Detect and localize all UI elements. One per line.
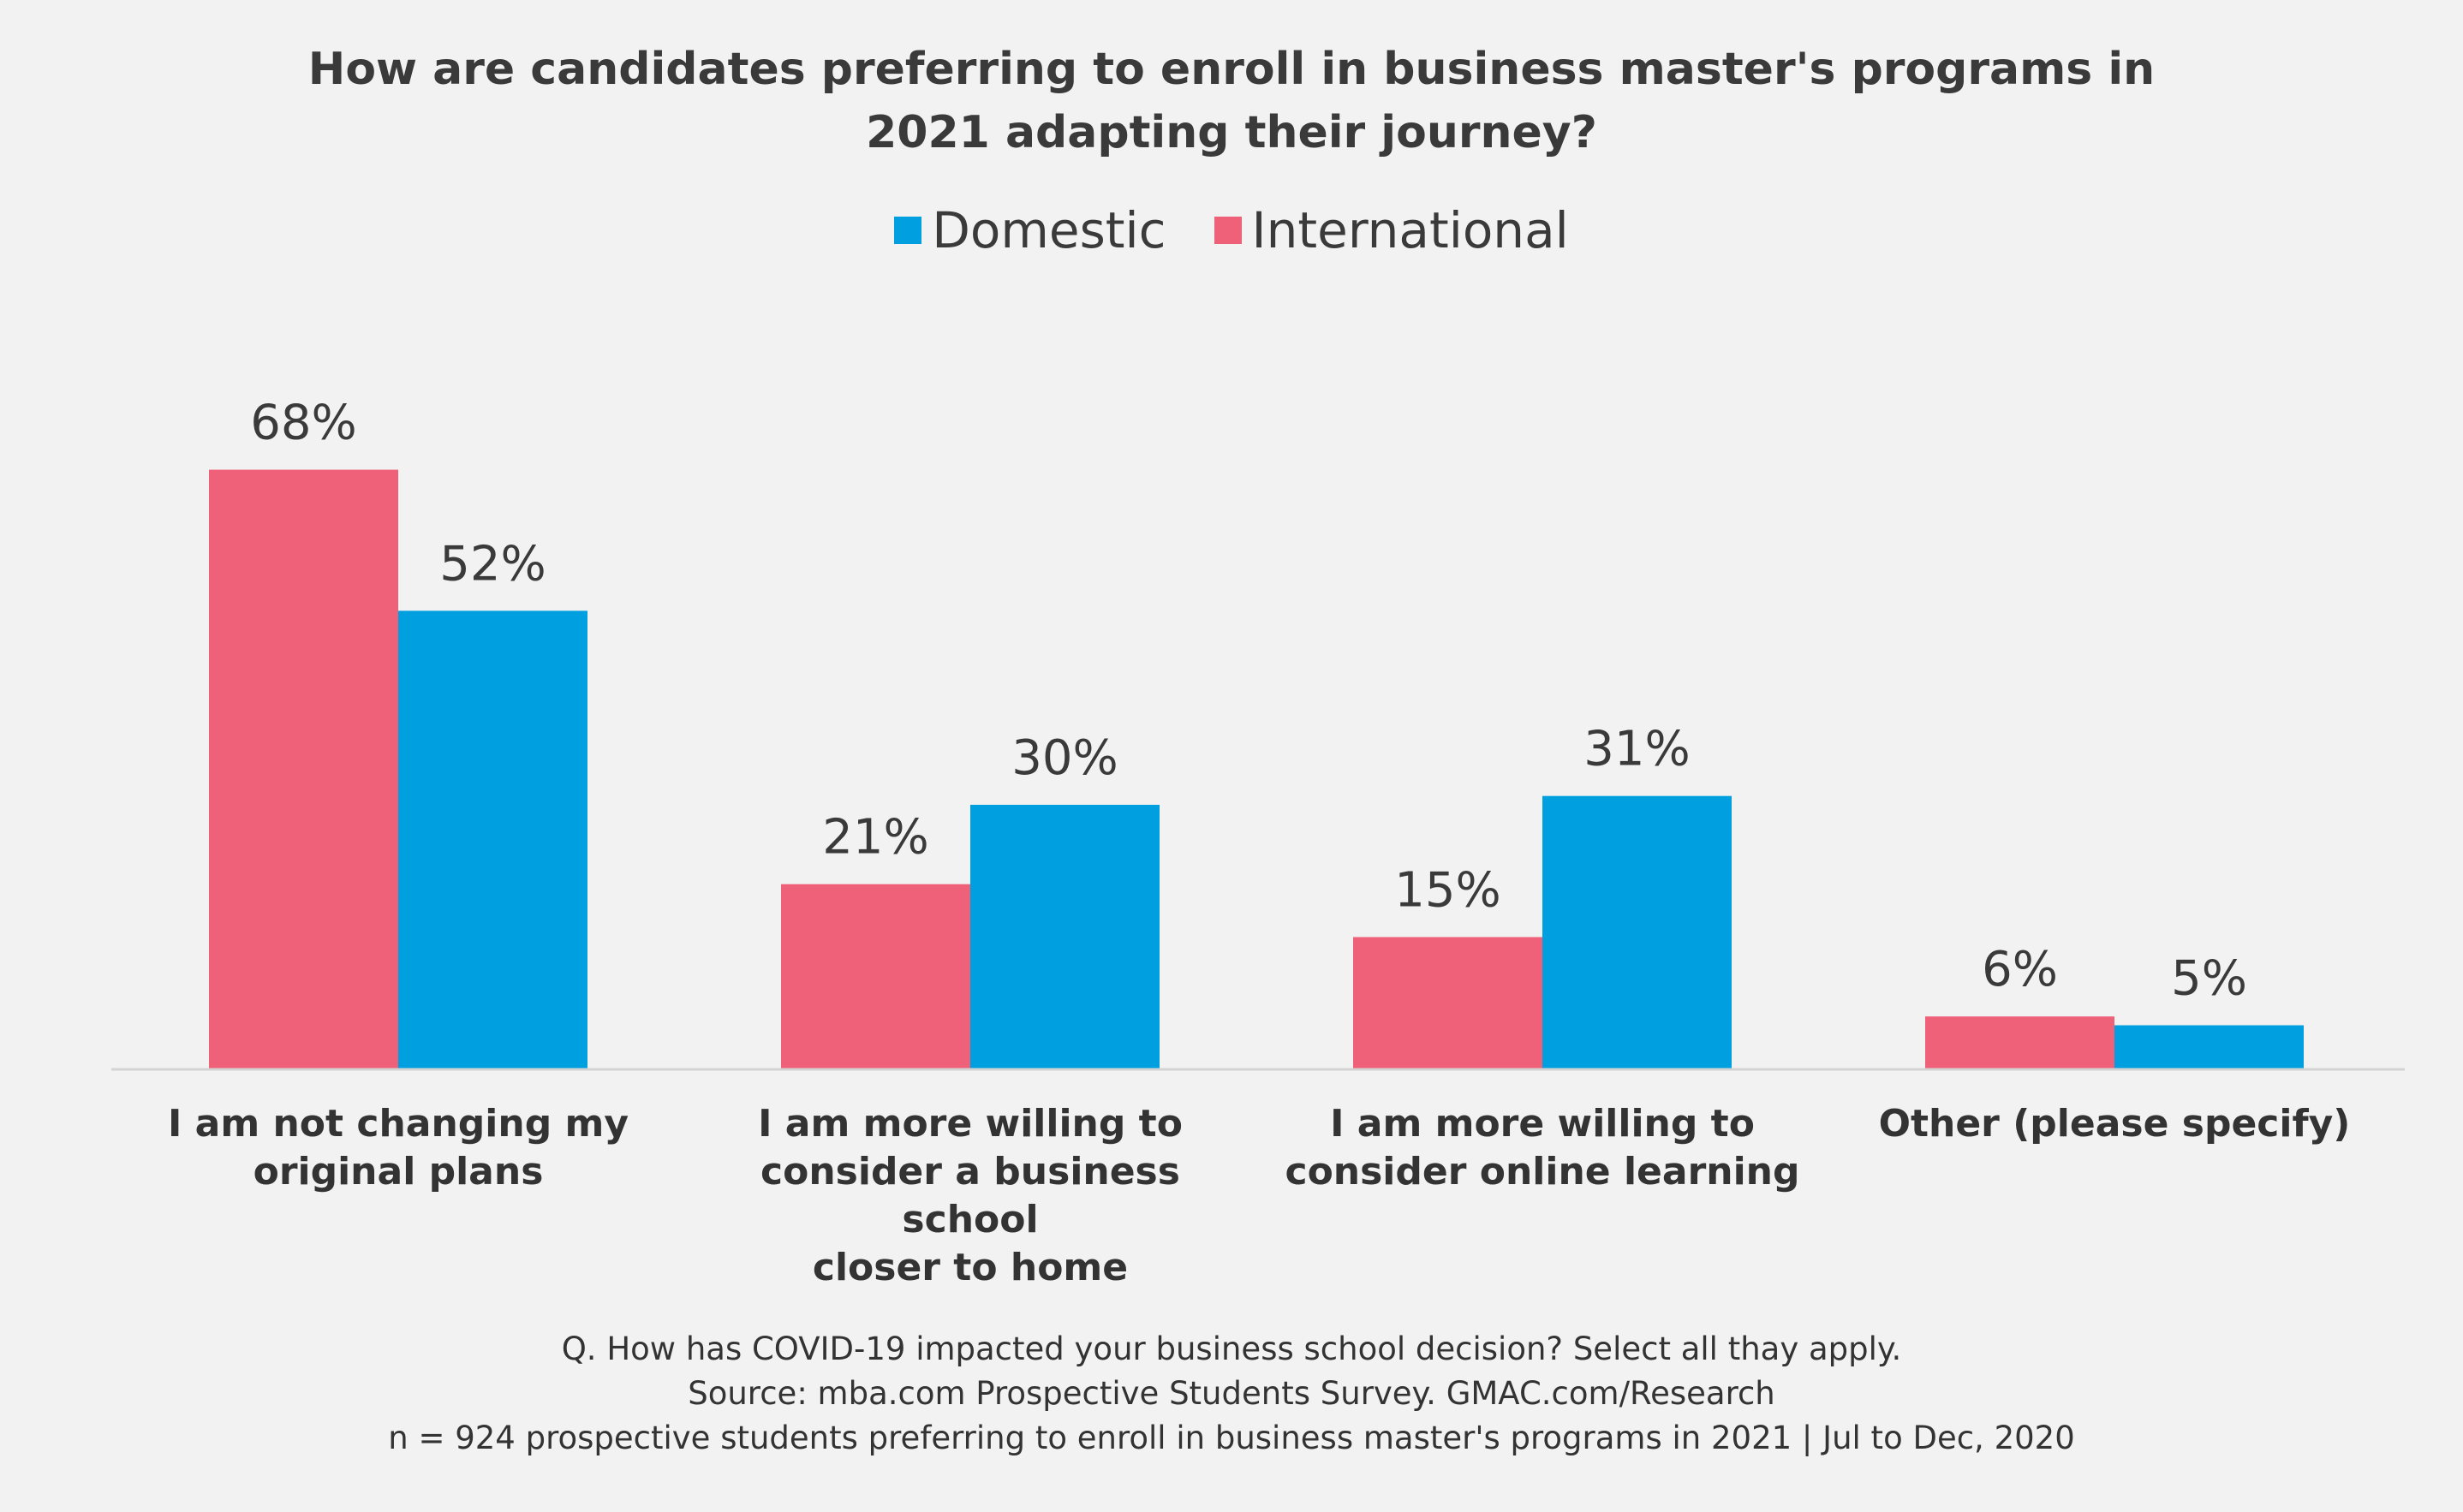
category-label-not-changing-plans: I am not changing my original plans (116, 1100, 681, 1196)
data-label-domestic-2: 31% (1583, 722, 1690, 777)
chart-legend: Domestic International (0, 201, 2463, 259)
bar-international-2 (1353, 937, 1542, 1069)
chart-footnotes: Q. How has COVID-19 impacted your busine… (0, 1327, 2463, 1461)
bar-domestic-2 (1542, 795, 1732, 1069)
legend-item-domestic: Domestic (894, 201, 1166, 259)
legend-swatch-international (1214, 217, 1242, 244)
bars-group: 68% 52% 21% 30% 15% 31% 6% 5% (209, 396, 2304, 1069)
chart-title-line-1: How are candidates preferring to enroll … (307, 44, 2156, 95)
legend-item-international: International (1214, 201, 1569, 259)
category-label-other: Other (please specify) (1832, 1100, 2397, 1148)
category-label-line: consider a business school (760, 1150, 1180, 1241)
bar-international-0 (209, 469, 398, 1069)
category-label-line: closer to home (812, 1246, 1129, 1289)
bar-domestic-1 (970, 805, 1160, 1069)
bar-international-1 (781, 884, 970, 1069)
legend-label-international: International (1251, 201, 1569, 259)
data-label-international-2: 15% (1394, 863, 1500, 919)
bar-international-3 (1925, 1016, 2114, 1069)
chart-title-line-2: 2021 adapting their journey? (866, 107, 1597, 158)
category-label-line: I am more willing to (758, 1102, 1183, 1146)
category-label-line: Other (please specify) (1878, 1102, 2351, 1146)
legend-swatch-domestic (894, 217, 922, 244)
data-label-international-1: 21% (822, 810, 928, 866)
category-label-line: I am not changing my (167, 1102, 629, 1146)
category-label-online-learning: I am more willing to consider online lea… (1260, 1100, 1825, 1196)
data-label-domestic-3: 5% (2171, 951, 2247, 1007)
chart-title: How are candidates preferring to enroll … (0, 38, 2463, 164)
data-label-domestic-1: 30% (1011, 730, 1118, 786)
data-label-international-3: 6% (1982, 942, 2058, 997)
footnote-sample: n = 924 prospective students preferring … (388, 1420, 2075, 1456)
category-label-line: original plans (253, 1150, 544, 1194)
footnote-question: Q. How has COVID-19 impacted your busine… (561, 1330, 1902, 1367)
category-label-line: I am more willing to (1330, 1102, 1755, 1146)
bar-domestic-3 (2114, 1025, 2304, 1069)
category-label-school-closer-to-home: I am more willing to consider a business… (688, 1100, 1253, 1292)
bar-domestic-0 (398, 610, 587, 1069)
category-label-line: consider online learning (1285, 1150, 1800, 1194)
footnote-source: Source: mba.com Prospective Students Sur… (688, 1375, 1775, 1412)
legend-label-domestic: Domestic (932, 201, 1166, 259)
data-label-international-0: 68% (250, 396, 356, 451)
data-label-domestic-0: 52% (439, 536, 546, 592)
